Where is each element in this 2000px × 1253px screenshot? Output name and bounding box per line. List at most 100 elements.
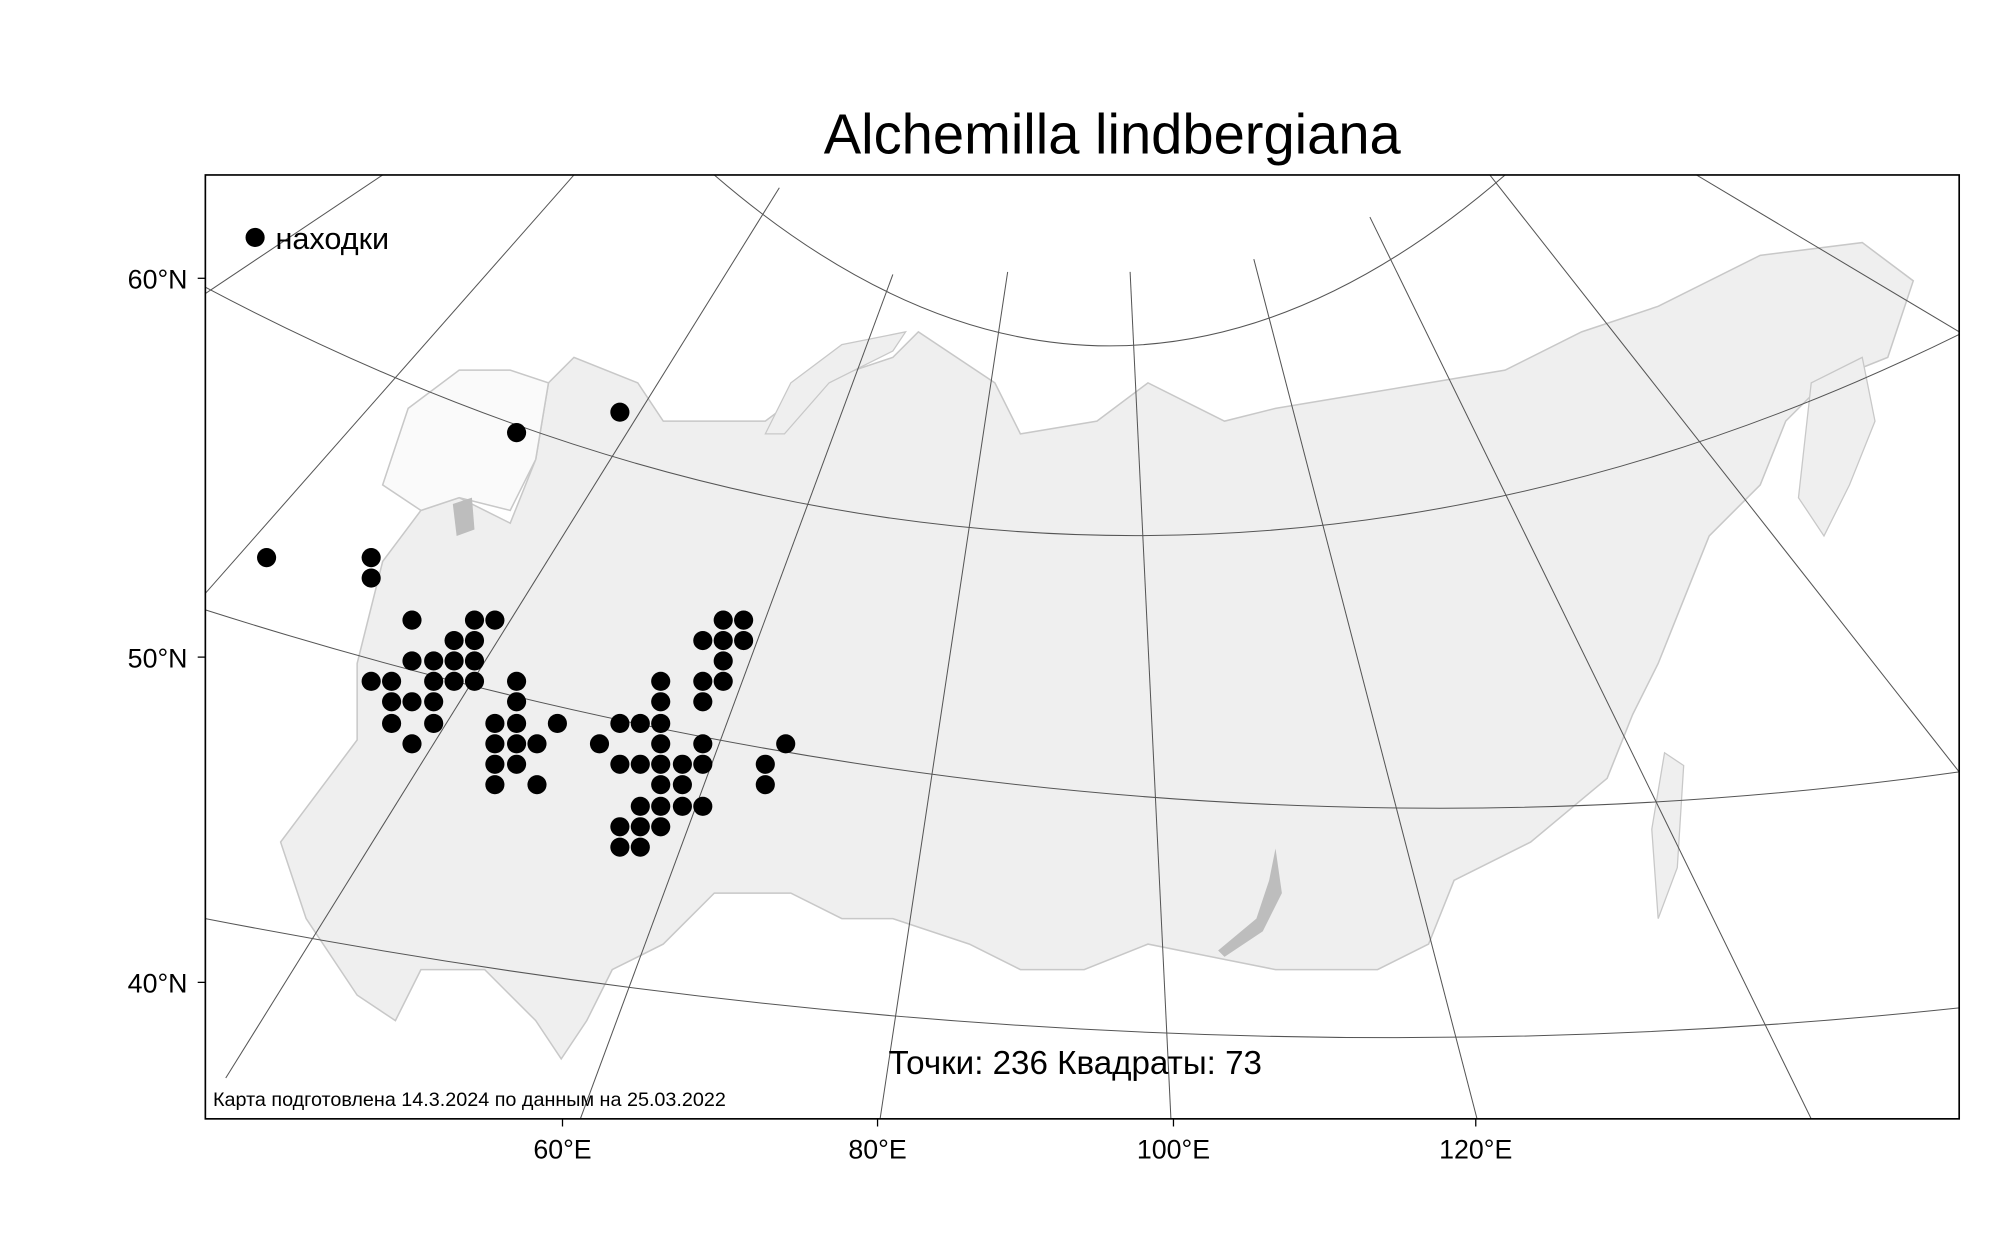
meridian-line (579, 274, 894, 1119)
occurrence-point (507, 754, 527, 774)
occurrence-point (651, 713, 671, 734)
map-frame (204, 174, 1961, 1120)
scandinavia (381, 369, 550, 512)
occurrence-point (651, 671, 671, 691)
lat-label-60: 60°N (128, 264, 188, 294)
occurrence-point (485, 610, 505, 630)
legend-label: находки (276, 222, 390, 256)
occurrence-point (444, 630, 464, 651)
occurrence-point (424, 651, 444, 671)
lon-label-60: 60°E (533, 1134, 591, 1164)
occurrence-point (424, 671, 444, 691)
occurrence-point (485, 775, 505, 795)
meridian-line (205, 174, 383, 295)
occurrence-point (672, 775, 692, 795)
occurrence-point (610, 713, 630, 734)
occurrence-point (630, 754, 650, 774)
occurrence-point (402, 610, 422, 630)
lon-axis: 60°E 80°E 100°E 120°E (533, 1118, 1512, 1164)
occurrence-point (361, 548, 381, 568)
occurrence-point (693, 630, 713, 651)
occurrence-point (713, 630, 733, 651)
occurrence-point (527, 775, 547, 795)
occurrence-point (630, 817, 650, 837)
sakhalin (1651, 751, 1685, 919)
occurrence-point (651, 775, 671, 795)
occurrence-point (507, 692, 527, 712)
meridian-line (1129, 271, 1172, 1119)
kamchatka (1797, 356, 1876, 538)
occurrence-point (485, 754, 505, 774)
occurrence-point (713, 651, 733, 671)
occurrence-points (257, 402, 796, 857)
occurrence-point (507, 713, 527, 734)
occurrence-point (464, 630, 485, 651)
lat-label-50: 50°N (128, 643, 188, 673)
parallel-line (205, 286, 1960, 537)
occurrence-point (713, 610, 733, 630)
lat-label-40: 40°N (128, 969, 188, 999)
occurrence-point (776, 734, 796, 754)
occurrence-point (651, 754, 671, 774)
stats-text: Точки: 236 Квадраты: 73 (889, 1045, 1262, 1082)
occurrence-point (755, 775, 775, 795)
occurrence-point (402, 692, 422, 712)
occurrence-point (651, 796, 671, 816)
occurrence-point (485, 713, 505, 734)
occurrence-point (444, 671, 464, 691)
occurrence-point (589, 734, 610, 754)
occurrence-point (610, 754, 630, 774)
occurrence-point (651, 692, 671, 712)
occurrence-point (610, 402, 630, 422)
occurrence-point (693, 671, 713, 691)
meridian-line (1253, 259, 1478, 1119)
occurrence-point (507, 734, 527, 754)
occurrence-point (485, 734, 505, 754)
meridian-line (1369, 216, 1812, 1119)
occurrence-point (734, 610, 754, 630)
occurrence-point (672, 754, 692, 774)
occurrence-point (464, 651, 485, 671)
occurrence-point (610, 837, 630, 857)
parallel-line (205, 918, 1960, 1039)
novaya-zemlya (764, 330, 907, 435)
occurrence-point (630, 837, 650, 857)
occurrence-point (382, 692, 402, 712)
occurrence-point (693, 692, 713, 712)
occurrence-point (610, 817, 630, 837)
occurrence-point (464, 671, 485, 691)
lake-baikal (1218, 848, 1282, 957)
occurrence-point (402, 651, 422, 671)
occurrence-point (734, 630, 754, 651)
occurrence-point (257, 548, 277, 568)
occurrence-point (630, 796, 650, 816)
lake-ladoga (452, 497, 475, 536)
meridian-line (225, 187, 780, 1079)
occurrence-point (444, 651, 464, 671)
occurrence-point (402, 734, 422, 754)
meridian-line (1696, 174, 1960, 333)
lon-label-120: 120°E (1439, 1134, 1512, 1164)
credit-text: Карта подготовлена 14.3.2024 по данным н… (213, 1089, 726, 1111)
parallel-line (713, 174, 1506, 347)
lon-label-100: 100°E (1137, 1134, 1210, 1164)
occurrence-point (755, 754, 775, 774)
occurrence-point (507, 671, 527, 691)
occurrence-point (693, 734, 713, 754)
occurrence-point (464, 610, 485, 630)
occurrence-point (382, 713, 402, 734)
occurrence-point (527, 734, 547, 754)
occurrence-point (424, 713, 444, 734)
occurrence-point (693, 754, 713, 774)
occurrence-point (693, 796, 713, 816)
occurrence-point (361, 671, 381, 691)
occurrence-point (651, 817, 671, 837)
map-title: Alchemilla lindbergiana (824, 102, 1402, 165)
occurrence-point (547, 713, 567, 734)
meridian-line (1489, 174, 1960, 773)
occurrence-point (713, 671, 733, 691)
occurrence-point (382, 671, 402, 691)
occurrence-point (630, 713, 650, 734)
